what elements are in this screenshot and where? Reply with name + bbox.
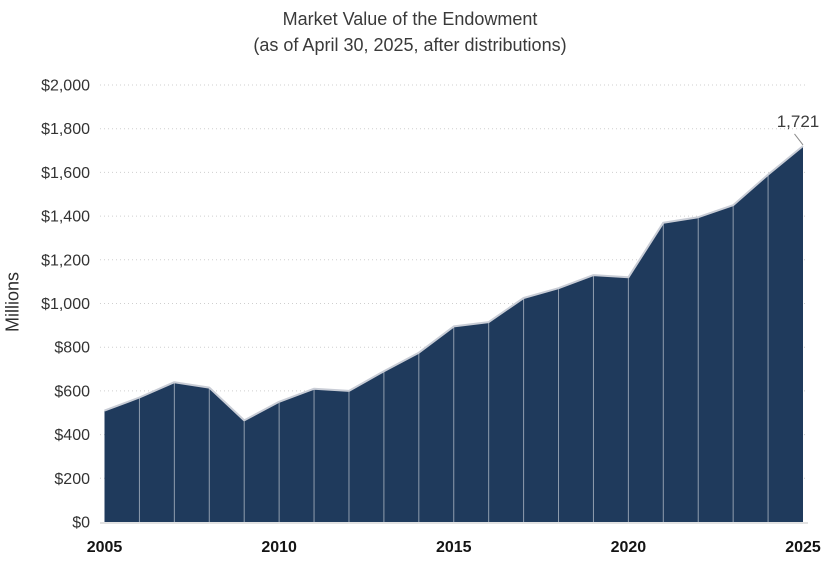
ytick-label: $2,000 (41, 78, 90, 95)
xtick-label: 2020 (611, 539, 647, 556)
ytick-label: $1,600 (41, 165, 90, 182)
ytick-label: $600 (54, 383, 90, 400)
ytick-label: $1,200 (41, 252, 90, 269)
ytick-label: $800 (54, 340, 90, 357)
chart-title-block: Market Value of the Endowment (as of Apr… (0, 6, 820, 58)
ytick-label: $1,800 (41, 121, 90, 138)
ytick-label: $200 (54, 471, 90, 488)
leader-line (794, 133, 804, 146)
ytick-label: $1,000 (41, 296, 90, 313)
xtick-label: 2015 (436, 539, 472, 556)
ytick-label: $0 (72, 515, 90, 532)
chart-subtitle: (as of April 30, 2025, after distributio… (253, 35, 567, 55)
xtick-label: 2025 (785, 539, 821, 556)
area-top-edge (104, 145, 804, 422)
ytick-label: $400 (54, 427, 90, 444)
xtick-label: 2010 (261, 539, 297, 556)
point-label: 1,721 (777, 112, 820, 131)
ytick-label: $1,400 (41, 209, 90, 226)
chart-title: Market Value of the Endowment (282, 9, 538, 29)
xtick-label: 2005 (87, 539, 123, 556)
